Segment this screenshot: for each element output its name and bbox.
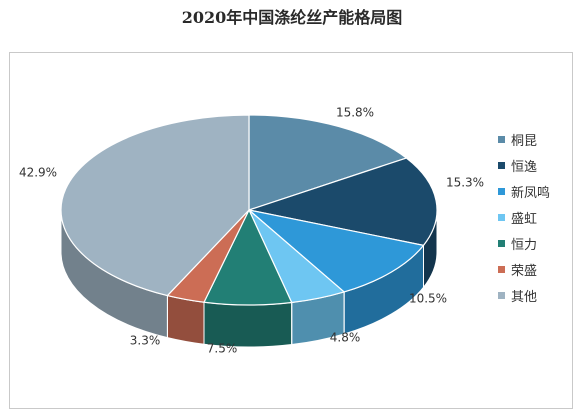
pie-label-4: 7.5% [207,342,238,356]
legend-item: 荣盛 [498,256,578,282]
pie-label-3: 4.8% [330,331,361,345]
chart-title: 2020年中国涤纶丝产能格局图 [181,8,403,27]
chart-legend: 桐昆恒逸新凤鸣盛虹恒力荣盛其他 [498,126,578,308]
pie-sides [60,209,438,348]
legend-swatch [498,239,505,247]
legend-label: 荣盛 [511,263,538,279]
pie-slice-0 [248,114,407,211]
legend-swatch [498,161,505,169]
legend-label: 恒逸 [511,159,538,175]
legend-label: 恒力 [511,237,538,253]
pie-side-5 [166,294,205,345]
pie-label-0: 15.8% [336,106,374,120]
legend-swatch [498,291,505,299]
legend-item: 新凤鸣 [498,178,578,204]
pie-slice-1 [248,157,438,246]
pie-side-4 [203,301,293,348]
pie-slice-2 [248,209,425,293]
pie-slice-6 [60,114,250,297]
legend-swatch [498,265,505,273]
legend-swatch [498,135,505,143]
legend-label: 其他 [511,289,538,305]
legend-swatch [498,213,505,221]
pie-label-1: 15.3% [446,176,484,190]
pie-label-5: 3.3% [130,334,161,348]
legend-item: 恒力 [498,230,578,256]
legend-swatch [498,187,505,195]
legend-label: 新凤鸣 [511,185,551,201]
legend-item: 恒逸 [498,152,578,178]
pie-labels: 15.8% 15.3% 10.5% 4.8% 7.5% 3.3% 42.9% [19,106,484,356]
legend-item: 桐昆 [498,126,578,152]
pie-label-2: 10.5% [409,292,447,306]
legend-item: 其他 [498,282,578,308]
pie-label-6: 42.9% [19,166,57,180]
legend-label: 桐昆 [511,133,538,149]
chart-frame [9,52,573,409]
legend-label: 盛虹 [511,211,538,227]
pie-top [60,114,438,306]
legend-item: 盛虹 [498,204,578,230]
